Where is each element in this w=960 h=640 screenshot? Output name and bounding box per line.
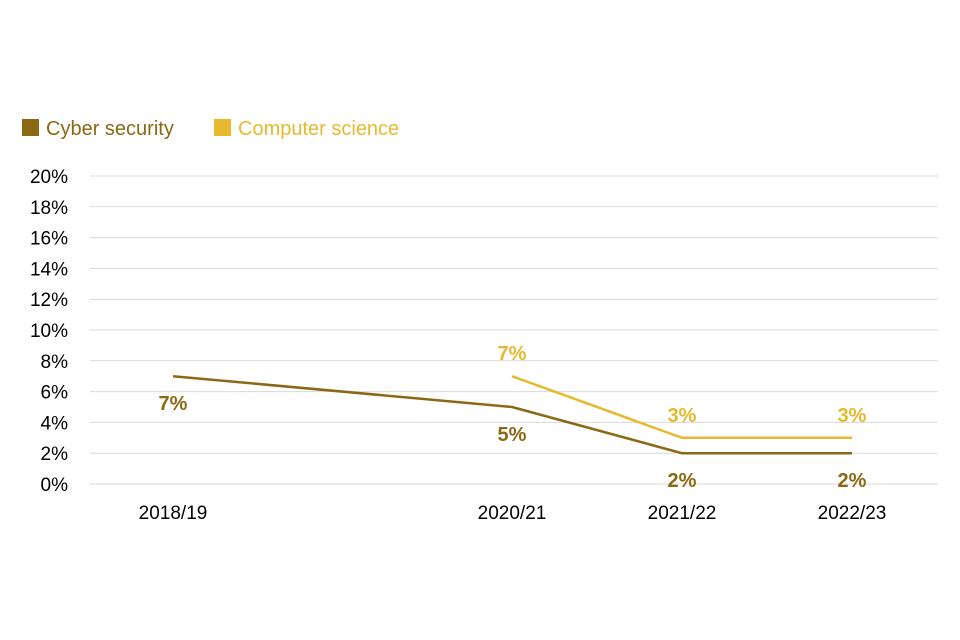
data-label-cyber-security: 2% [838,470,867,492]
data-label-cyber-security: 5% [498,424,527,446]
legend: Cyber security Computer science [22,118,399,140]
data-label-cyber-security: 2% [668,470,697,492]
legend-swatch-computer-science [214,119,231,136]
y-tick-label: 18% [30,198,68,219]
x-tick-label: 2022/23 [818,503,887,524]
y-tick-label: 2% [41,444,69,465]
series-line-cyber-security [172,374,852,455]
data-label-cyber-security: 7% [159,393,188,415]
series-lines [172,374,852,455]
y-tick-label: 16% [30,229,68,250]
y-axis-ticks: 0% 2% 4% 6% 8% 10% 12% 14% 16% 18% 20% [30,167,68,496]
x-axis-ticks: 2018/19 2020/21 2021/22 2022/23 [139,503,887,524]
gridlines [90,175,938,485]
series-line-computer-science [511,375,852,440]
data-labels: 7% 5% 2% 2% 7% 3% 3% [159,343,867,492]
legend-label-computer-science: Computer science [238,118,399,140]
x-tick-label: 2021/22 [648,503,717,524]
data-label-computer-science: 7% [498,343,527,365]
x-tick-label: 2020/21 [478,503,547,524]
y-tick-label: 6% [41,383,69,404]
data-label-computer-science: 3% [668,405,697,427]
legend-label-cyber-security: Cyber security [46,118,174,140]
y-tick-label: 8% [41,352,69,373]
y-tick-label: 0% [41,475,69,496]
y-tick-label: 20% [30,167,68,188]
y-tick-label: 14% [30,259,68,280]
y-tick-label: 10% [30,321,68,342]
y-tick-label: 4% [41,413,69,434]
data-label-computer-science: 3% [838,405,867,427]
legend-swatch-cyber-security [22,119,39,136]
y-tick-label: 12% [30,290,68,311]
x-tick-label: 2018/19 [139,503,208,524]
